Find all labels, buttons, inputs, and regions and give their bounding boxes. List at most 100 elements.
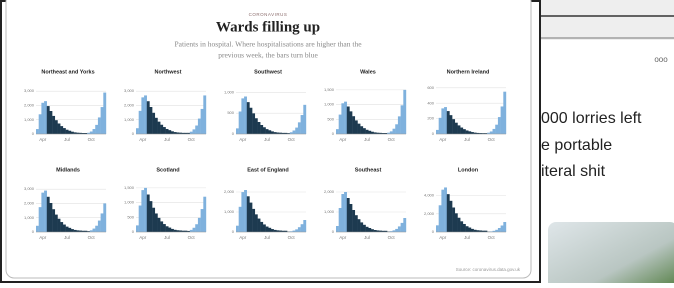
bar xyxy=(363,225,366,232)
bar xyxy=(460,128,463,134)
bar xyxy=(266,129,269,134)
headline-line[interactable]: e portable xyxy=(541,137,612,154)
bar xyxy=(374,230,377,232)
bar xyxy=(36,129,39,134)
bar xyxy=(158,122,161,134)
bar xyxy=(171,131,174,134)
y-tick-label: 1,000 xyxy=(24,117,35,122)
panel-title: Northeast and Yorks xyxy=(41,69,94,75)
bar xyxy=(347,107,350,135)
bar xyxy=(203,95,206,134)
bar xyxy=(303,220,306,232)
bar xyxy=(155,213,158,232)
y-tick-label: 1,000 xyxy=(24,215,35,220)
bar xyxy=(344,192,347,232)
bar xyxy=(255,118,258,134)
menu-icon[interactable]: ooo xyxy=(654,55,668,64)
bar xyxy=(101,213,104,232)
bar xyxy=(174,132,177,134)
headline-line[interactable]: iteral shit xyxy=(541,163,606,180)
y-tick-label: 2,000 xyxy=(24,102,35,107)
headline-line[interactable]: 000 lorries left xyxy=(541,110,642,127)
bar xyxy=(55,120,58,134)
x-tick-label: Jul xyxy=(64,137,70,142)
x-tick-label: Apr xyxy=(439,235,447,240)
bar xyxy=(358,219,361,232)
y-tick-label: 1,000 xyxy=(324,209,335,214)
y-tick-label: 4,000 xyxy=(424,193,435,198)
bar xyxy=(398,116,401,134)
bar xyxy=(60,126,63,134)
x-tick-label: Apr xyxy=(139,235,147,240)
bar xyxy=(171,229,174,232)
bar xyxy=(95,226,98,232)
bar xyxy=(149,107,152,134)
bar xyxy=(401,105,404,134)
bar xyxy=(341,194,344,232)
bar xyxy=(55,215,58,232)
bar xyxy=(152,113,155,134)
bar xyxy=(68,131,71,134)
bar xyxy=(255,214,258,232)
x-tick-label: Oct xyxy=(488,235,496,240)
bar xyxy=(166,129,169,134)
bar xyxy=(449,115,452,134)
bar xyxy=(193,129,196,134)
bar xyxy=(295,229,298,232)
article-photo[interactable] xyxy=(548,222,674,283)
bar xyxy=(298,227,301,232)
bar xyxy=(39,114,42,134)
bar xyxy=(149,201,152,232)
bar xyxy=(360,126,363,134)
bar xyxy=(241,98,244,134)
x-tick-label: Apr xyxy=(439,137,447,142)
bar xyxy=(155,118,158,134)
bar xyxy=(41,193,44,232)
bar xyxy=(66,227,69,232)
bar xyxy=(449,201,452,232)
bar xyxy=(190,230,193,232)
kicker: CORONAVIRUS xyxy=(249,12,288,17)
bar xyxy=(163,127,166,134)
bar xyxy=(152,208,155,232)
y-tick-label: 2,000 xyxy=(24,200,35,205)
panel-title: London xyxy=(458,167,479,173)
bar xyxy=(452,119,455,134)
bar xyxy=(239,207,242,232)
y-tick-label: 2,000 xyxy=(324,189,335,194)
bar xyxy=(403,90,406,134)
bar xyxy=(274,230,277,232)
x-tick-label: Apr xyxy=(239,137,247,142)
bar xyxy=(436,130,439,134)
bar xyxy=(93,229,96,232)
bar xyxy=(298,122,301,134)
bar xyxy=(66,130,69,134)
y-tick-label: 1,000 xyxy=(224,209,235,214)
screen: ooo 000 lorries left e portable iteral s… xyxy=(0,0,674,283)
bar xyxy=(268,228,271,232)
x-tick-label: Oct xyxy=(388,235,396,240)
bar xyxy=(236,226,239,232)
y-tick-label: 1,000 xyxy=(324,102,335,107)
bar xyxy=(447,194,450,232)
y-tick-label: 500 xyxy=(227,110,234,115)
bar xyxy=(95,125,98,134)
bar xyxy=(195,126,198,134)
bar xyxy=(58,219,61,232)
bar xyxy=(360,222,363,232)
bar xyxy=(263,224,266,232)
bar xyxy=(247,102,250,134)
bar xyxy=(452,208,455,233)
bar xyxy=(201,109,204,134)
bar xyxy=(368,131,371,134)
bar xyxy=(403,218,406,232)
bar xyxy=(249,203,252,232)
bar xyxy=(441,108,444,134)
bar xyxy=(174,230,177,232)
bar xyxy=(198,218,201,232)
bar xyxy=(160,221,163,232)
bar xyxy=(471,229,474,232)
bar xyxy=(90,132,93,134)
bar xyxy=(141,97,144,134)
bar xyxy=(344,102,347,134)
